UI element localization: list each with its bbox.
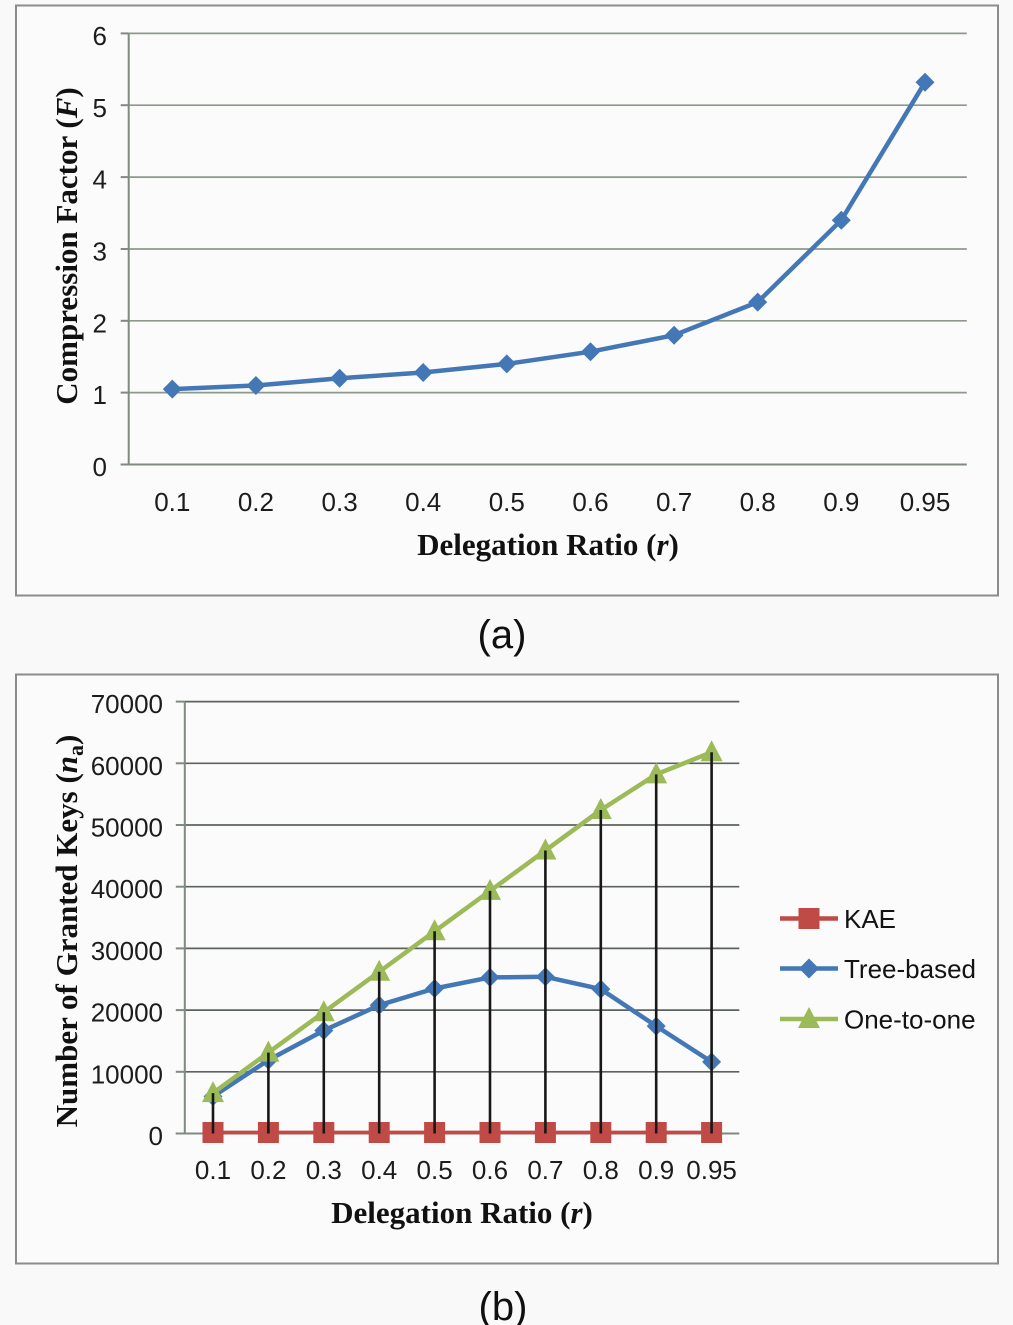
svg-text:0.1: 0.1 xyxy=(154,487,190,517)
svg-text:0.4: 0.4 xyxy=(405,487,441,517)
svg-text:0.5: 0.5 xyxy=(417,1155,453,1185)
svg-text:10000: 10000 xyxy=(91,1059,163,1089)
svg-text:0.9: 0.9 xyxy=(823,487,859,517)
svg-text:0.6: 0.6 xyxy=(472,1155,508,1185)
svg-text:0.8: 0.8 xyxy=(583,1155,619,1185)
svg-text:40000: 40000 xyxy=(91,874,163,904)
svg-text:Tree-based: Tree-based xyxy=(844,954,976,984)
svg-text:Delegation Ratio (r): Delegation Ratio (r) xyxy=(331,1195,593,1230)
svg-text:5: 5 xyxy=(93,93,107,123)
svg-text:0: 0 xyxy=(93,452,107,482)
svg-text:30000: 30000 xyxy=(91,936,163,966)
svg-text:0: 0 xyxy=(149,1121,163,1151)
svg-text:0.95: 0.95 xyxy=(900,487,951,517)
svg-text:60000: 60000 xyxy=(91,751,163,781)
svg-text:Compression Factor (F): Compression Factor (F) xyxy=(49,87,84,404)
svg-text:2: 2 xyxy=(93,308,107,338)
svg-text:0.6: 0.6 xyxy=(572,487,608,517)
svg-text:4: 4 xyxy=(93,165,107,195)
svg-text:Delegation Ratio (r): Delegation Ratio (r) xyxy=(417,527,679,562)
svg-text:20000: 20000 xyxy=(91,998,163,1028)
svg-text:0.3: 0.3 xyxy=(322,487,358,517)
svg-text:One-to-one: One-to-one xyxy=(844,1005,976,1035)
svg-text:0.5: 0.5 xyxy=(489,487,525,517)
svg-text:70000: 70000 xyxy=(91,689,163,719)
svg-text:0.7: 0.7 xyxy=(656,487,692,517)
svg-text:0.2: 0.2 xyxy=(250,1155,286,1185)
svg-text:0.4: 0.4 xyxy=(361,1155,397,1185)
svg-text:(a): (a) xyxy=(478,613,527,657)
svg-text:50000: 50000 xyxy=(91,813,163,843)
svg-text:0.7: 0.7 xyxy=(527,1155,563,1185)
svg-text:0.8: 0.8 xyxy=(740,487,776,517)
svg-text:0.1: 0.1 xyxy=(195,1155,231,1185)
svg-text:0.9: 0.9 xyxy=(638,1155,674,1185)
svg-text:KAE: KAE xyxy=(844,904,896,934)
svg-text:3: 3 xyxy=(93,237,107,267)
svg-text:0.3: 0.3 xyxy=(306,1155,342,1185)
svg-text:6: 6 xyxy=(93,21,107,51)
svg-text:0.95: 0.95 xyxy=(686,1155,737,1185)
svg-text:0.2: 0.2 xyxy=(238,487,274,517)
svg-text:1: 1 xyxy=(93,380,107,410)
svg-text:Number of Granted Keys (na): Number of Granted Keys (na) xyxy=(49,735,88,1128)
svg-text:(b): (b) xyxy=(479,1285,528,1325)
